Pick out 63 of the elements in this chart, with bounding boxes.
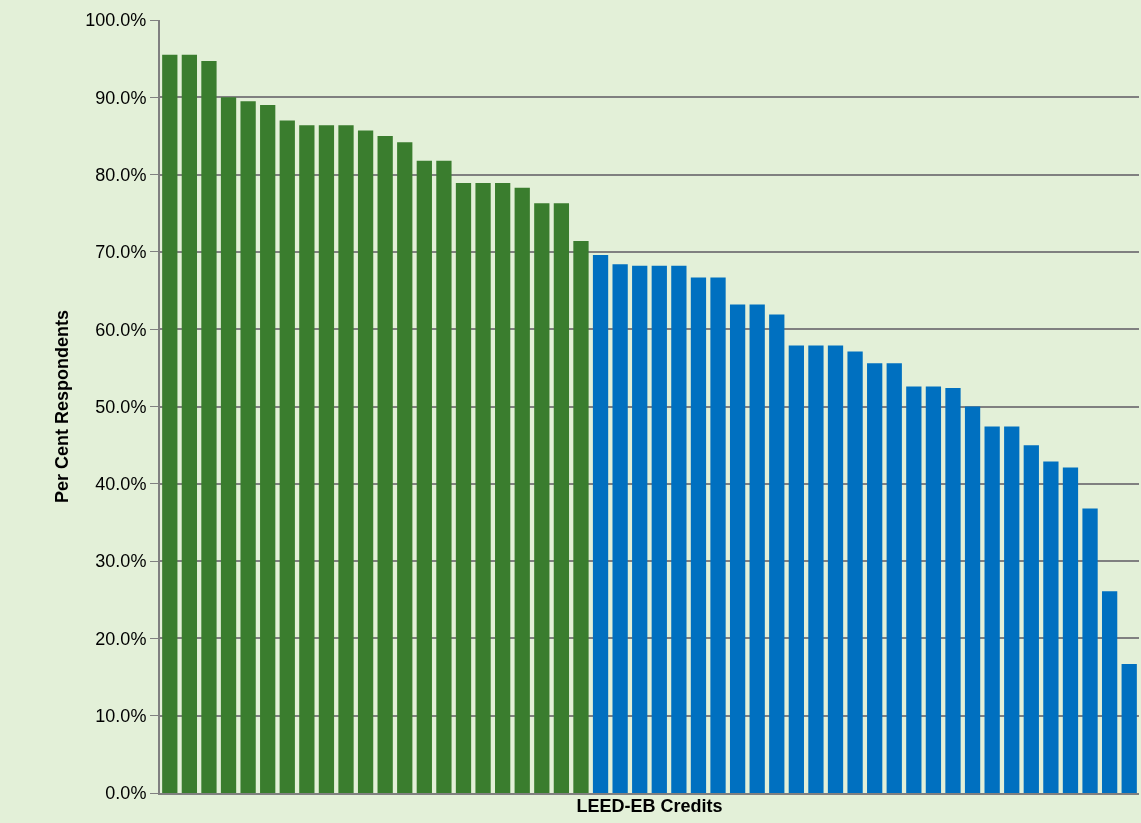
bar	[1101, 591, 1118, 793]
bar	[867, 363, 883, 793]
bar	[808, 345, 824, 793]
bar	[1043, 461, 1059, 793]
y-tick-label: 80.0%	[95, 164, 147, 185]
bar	[260, 105, 276, 793]
bar	[1062, 467, 1079, 793]
bar	[397, 142, 413, 793]
bar	[357, 130, 374, 793]
y-tick-label: 40.0%	[95, 474, 147, 495]
y-tick-label: 50.0%	[95, 396, 147, 417]
bar	[964, 406, 981, 793]
bar	[162, 54, 178, 793]
bar	[906, 386, 922, 793]
bar	[788, 345, 804, 793]
bar	[338, 125, 354, 793]
bar	[318, 125, 335, 793]
bar	[1023, 445, 1039, 793]
bar	[612, 264, 628, 793]
bar	[769, 314, 785, 793]
bar	[710, 277, 726, 793]
y-tick-label: 90.0%	[95, 87, 147, 108]
y-tick-label: 100.0%	[85, 10, 147, 31]
bar	[729, 304, 746, 793]
bar	[1004, 426, 1020, 793]
y-tick-label: 0.0%	[105, 783, 147, 804]
bar	[1082, 508, 1098, 793]
y-tick-label: 60.0%	[95, 319, 147, 340]
bar	[201, 60, 217, 793]
y-tick-label: 70.0%	[95, 242, 147, 263]
bar	[690, 277, 707, 793]
y-axis-title: Per Cent Respondents	[52, 309, 73, 504]
bar	[436, 160, 452, 793]
bar	[984, 426, 1000, 793]
bar	[1121, 663, 1137, 793]
bar	[416, 160, 432, 793]
y-tick-label: 30.0%	[95, 551, 147, 572]
x-axis-title: LEED-EB Credits	[576, 796, 723, 817]
bar	[553, 203, 570, 793]
bar	[475, 183, 491, 793]
bar	[827, 345, 844, 793]
bar	[220, 97, 237, 793]
bar	[455, 183, 472, 793]
bar	[181, 54, 198, 793]
bar	[886, 363, 902, 793]
y-tick-label: 10.0%	[95, 706, 147, 726]
bar	[299, 125, 315, 793]
y-tick-label: 20.0%	[95, 628, 147, 649]
bar	[925, 386, 942, 793]
bar	[279, 120, 295, 793]
bar	[573, 241, 589, 793]
bar	[240, 101, 256, 793]
bar	[671, 265, 687, 793]
bar	[377, 135, 393, 793]
bar	[495, 183, 511, 793]
bar	[632, 265, 648, 793]
bar	[651, 265, 667, 793]
bar	[749, 304, 765, 793]
bar	[534, 203, 550, 793]
bar	[514, 187, 530, 793]
bar	[847, 351, 863, 793]
bar	[945, 387, 961, 793]
bar	[592, 254, 609, 793]
